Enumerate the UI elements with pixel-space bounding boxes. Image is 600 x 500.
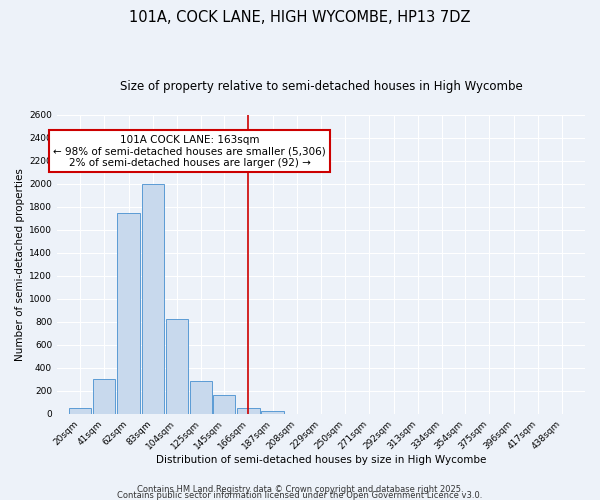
Title: Size of property relative to semi-detached houses in High Wycombe: Size of property relative to semi-detach…: [119, 80, 523, 93]
Text: 101A COCK LANE: 163sqm
← 98% of semi-detached houses are smaller (5,306)
2% of s: 101A COCK LANE: 163sqm ← 98% of semi-det…: [53, 134, 326, 168]
Bar: [166, 319, 188, 414]
Bar: [93, 380, 115, 414]
Bar: [69, 408, 91, 414]
Bar: [213, 396, 235, 414]
Y-axis label: Number of semi-detached properties: Number of semi-detached properties: [15, 168, 25, 361]
Bar: [237, 408, 260, 414]
X-axis label: Distribution of semi-detached houses by size in High Wycombe: Distribution of semi-detached houses by …: [156, 455, 486, 465]
Bar: [118, 212, 140, 414]
Text: Contains HM Land Registry data © Crown copyright and database right 2025.: Contains HM Land Registry data © Crown c…: [137, 484, 463, 494]
Text: 101A, COCK LANE, HIGH WYCOMBE, HP13 7DZ: 101A, COCK LANE, HIGH WYCOMBE, HP13 7DZ: [129, 10, 471, 25]
Text: Contains public sector information licensed under the Open Government Licence v3: Contains public sector information licen…: [118, 490, 482, 500]
Bar: [142, 184, 164, 414]
Bar: [262, 411, 284, 414]
Bar: [190, 380, 212, 414]
